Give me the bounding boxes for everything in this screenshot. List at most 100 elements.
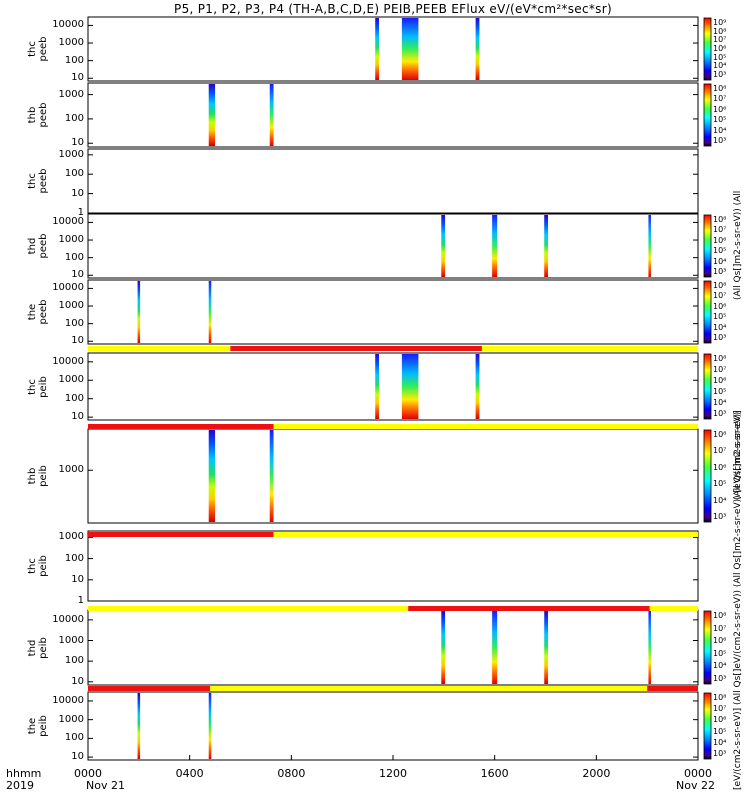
colorbar-tick-label: 10³ bbox=[713, 267, 727, 276]
y-tick-label: 10 bbox=[71, 72, 84, 84]
y-tick-label: 100 bbox=[64, 317, 84, 329]
y-tick-label: 10 bbox=[71, 187, 84, 199]
y-tick-label: 10000 bbox=[52, 694, 84, 706]
panel-y-label: thd peib bbox=[27, 622, 49, 674]
colorbar-tick-label: 10³ bbox=[713, 333, 727, 342]
y-tick-label: 10000 bbox=[52, 613, 84, 625]
panel-frame bbox=[87, 213, 699, 279]
colorbar-tick-label: 10⁴ bbox=[713, 398, 727, 407]
colorbar bbox=[703, 429, 712, 523]
y-tick-label: 10000 bbox=[52, 282, 84, 294]
colorbar-tick-label: 10⁴ bbox=[713, 495, 727, 505]
spectrogram-burst bbox=[208, 430, 216, 522]
spectrogram-burst bbox=[492, 611, 498, 684]
colorbar-tick-label: 10⁷ bbox=[713, 35, 727, 45]
spectrogram-burst bbox=[401, 18, 419, 80]
spectrogram-burst bbox=[208, 693, 212, 759]
y-tick-label: 1000 bbox=[58, 300, 84, 312]
panel-y-label: thc peib bbox=[27, 540, 49, 592]
panel-y-label-line1: thd bbox=[27, 639, 38, 656]
y-tick-label: 1000 bbox=[58, 713, 84, 725]
spectrogram-burst bbox=[648, 215, 651, 277]
y-tick-label: 10 bbox=[71, 137, 84, 149]
colorbar-tick-label: 10³ bbox=[713, 70, 727, 79]
panel-frame bbox=[87, 279, 699, 345]
mode-bar-segment bbox=[649, 606, 698, 611]
colorbar-tick-label: 10⁸ bbox=[713, 26, 727, 36]
colorbar-tick-label: 10⁷ bbox=[713, 365, 727, 374]
y-tick-label: 1000 bbox=[58, 234, 84, 246]
colorbar-tick-label: 10⁷ bbox=[713, 623, 727, 633]
colorbar-tick-label: 10⁴ bbox=[713, 256, 727, 266]
panel-frame bbox=[87, 82, 699, 148]
colorbar-tick-label: 10⁶ bbox=[713, 715, 727, 725]
panel-y-label-line1: thc bbox=[27, 558, 38, 574]
panel-y-label: thd peeb bbox=[27, 220, 49, 272]
colorbar-tick-label: 10⁶ bbox=[713, 104, 727, 114]
x-axis-label-hhmm: hhmm bbox=[6, 767, 42, 780]
colorbar-tick-label: 10³ bbox=[713, 136, 727, 145]
colorbar-tick-label: 10⁵ bbox=[713, 648, 727, 658]
mode-bar-segment bbox=[273, 424, 698, 429]
colorbar-tick-label: 10⁸ bbox=[713, 215, 727, 224]
mode-bar-segment bbox=[210, 686, 648, 691]
y-tick-label: 10 bbox=[71, 269, 84, 281]
y-tick-label: 10 bbox=[71, 751, 84, 763]
y-tick-label: 100 bbox=[64, 552, 84, 564]
colorbar bbox=[703, 692, 712, 760]
y-tick-label: 100 bbox=[64, 251, 84, 263]
colorbar-tick-label: 10³ bbox=[713, 749, 727, 758]
panel-frame bbox=[87, 352, 699, 421]
colorbar-tick-label: 10⁵ bbox=[713, 479, 727, 489]
spectrogram-burst bbox=[208, 281, 212, 343]
colorbar-tick-label: 10⁵ bbox=[713, 52, 727, 62]
x-tick-label: 0000 bbox=[74, 767, 102, 780]
colorbar bbox=[703, 280, 712, 344]
spectrogram-burst bbox=[269, 84, 274, 146]
mode-bar-segment bbox=[408, 606, 650, 611]
y-tick-label: 1000 bbox=[58, 531, 84, 543]
mode-bar-segment bbox=[88, 346, 231, 351]
x-axis-label-year: 2019 bbox=[6, 779, 34, 792]
colorbar-tick-label: 10⁶ bbox=[713, 376, 727, 385]
colorbar-tick-label: 10⁶ bbox=[713, 44, 727, 53]
colorbar-tick-label: 10⁷ bbox=[713, 94, 727, 104]
spectrogram-burst bbox=[475, 18, 480, 80]
spectrogram-burst bbox=[137, 693, 141, 759]
colorbar-tick-label: 10⁶ bbox=[713, 235, 727, 245]
panel-y-label-line2: peib bbox=[38, 465, 49, 487]
panel-y-label-line1: thb bbox=[27, 106, 38, 124]
panel-y-label: the peib bbox=[27, 700, 49, 752]
colorbar-tick-label: 10⁸ bbox=[713, 430, 727, 439]
panel-y-label-line1: thd bbox=[27, 237, 38, 255]
y-tick-label: 1000 bbox=[58, 464, 84, 476]
panel-y-label: the peeb bbox=[27, 286, 49, 338]
colorbar-tick-label: 10⁹ bbox=[713, 18, 727, 27]
y-tick-label: 1000 bbox=[58, 88, 84, 100]
y-tick-label: 10 bbox=[71, 411, 84, 423]
spectrogram-burst bbox=[375, 18, 380, 80]
colorbar-unit-label: [eV/(cm2-s-sr-eV)] (All Qs[]eV/(cm2-s-sr… bbox=[733, 410, 743, 790]
colorbar-tick-label: 10⁷ bbox=[713, 291, 727, 301]
y-tick-label: 1000 bbox=[58, 374, 84, 386]
mode-bar-segment bbox=[273, 532, 698, 537]
y-tick-label: 10 bbox=[71, 573, 84, 585]
colorbar-tick-label: 10⁶ bbox=[713, 462, 727, 472]
y-tick-label: 10 bbox=[71, 335, 84, 347]
spectrogram-burst bbox=[269, 430, 274, 522]
y-tick-label: 10000 bbox=[52, 355, 84, 367]
panel-frame bbox=[87, 428, 699, 524]
panel-y-label-line2: peib bbox=[38, 375, 49, 398]
colorbar-tick-label: 10⁵ bbox=[713, 115, 727, 125]
colorbar-tick-label: 10⁴ bbox=[713, 737, 727, 747]
mode-bar-segment bbox=[88, 424, 274, 429]
x-tick-label: 1200 bbox=[379, 767, 407, 780]
colorbar bbox=[703, 610, 712, 685]
colorbar-tick-label: 10⁵ bbox=[713, 246, 727, 256]
colorbar-tick-label: 10⁶ bbox=[713, 636, 727, 646]
panel-y-label-line2: peib bbox=[38, 555, 49, 577]
colorbar-tick-label: 10⁸ bbox=[713, 281, 727, 290]
colorbar-tick-label: 10³ bbox=[713, 674, 727, 683]
colorbar-tick-label: 10⁴ bbox=[713, 125, 727, 135]
